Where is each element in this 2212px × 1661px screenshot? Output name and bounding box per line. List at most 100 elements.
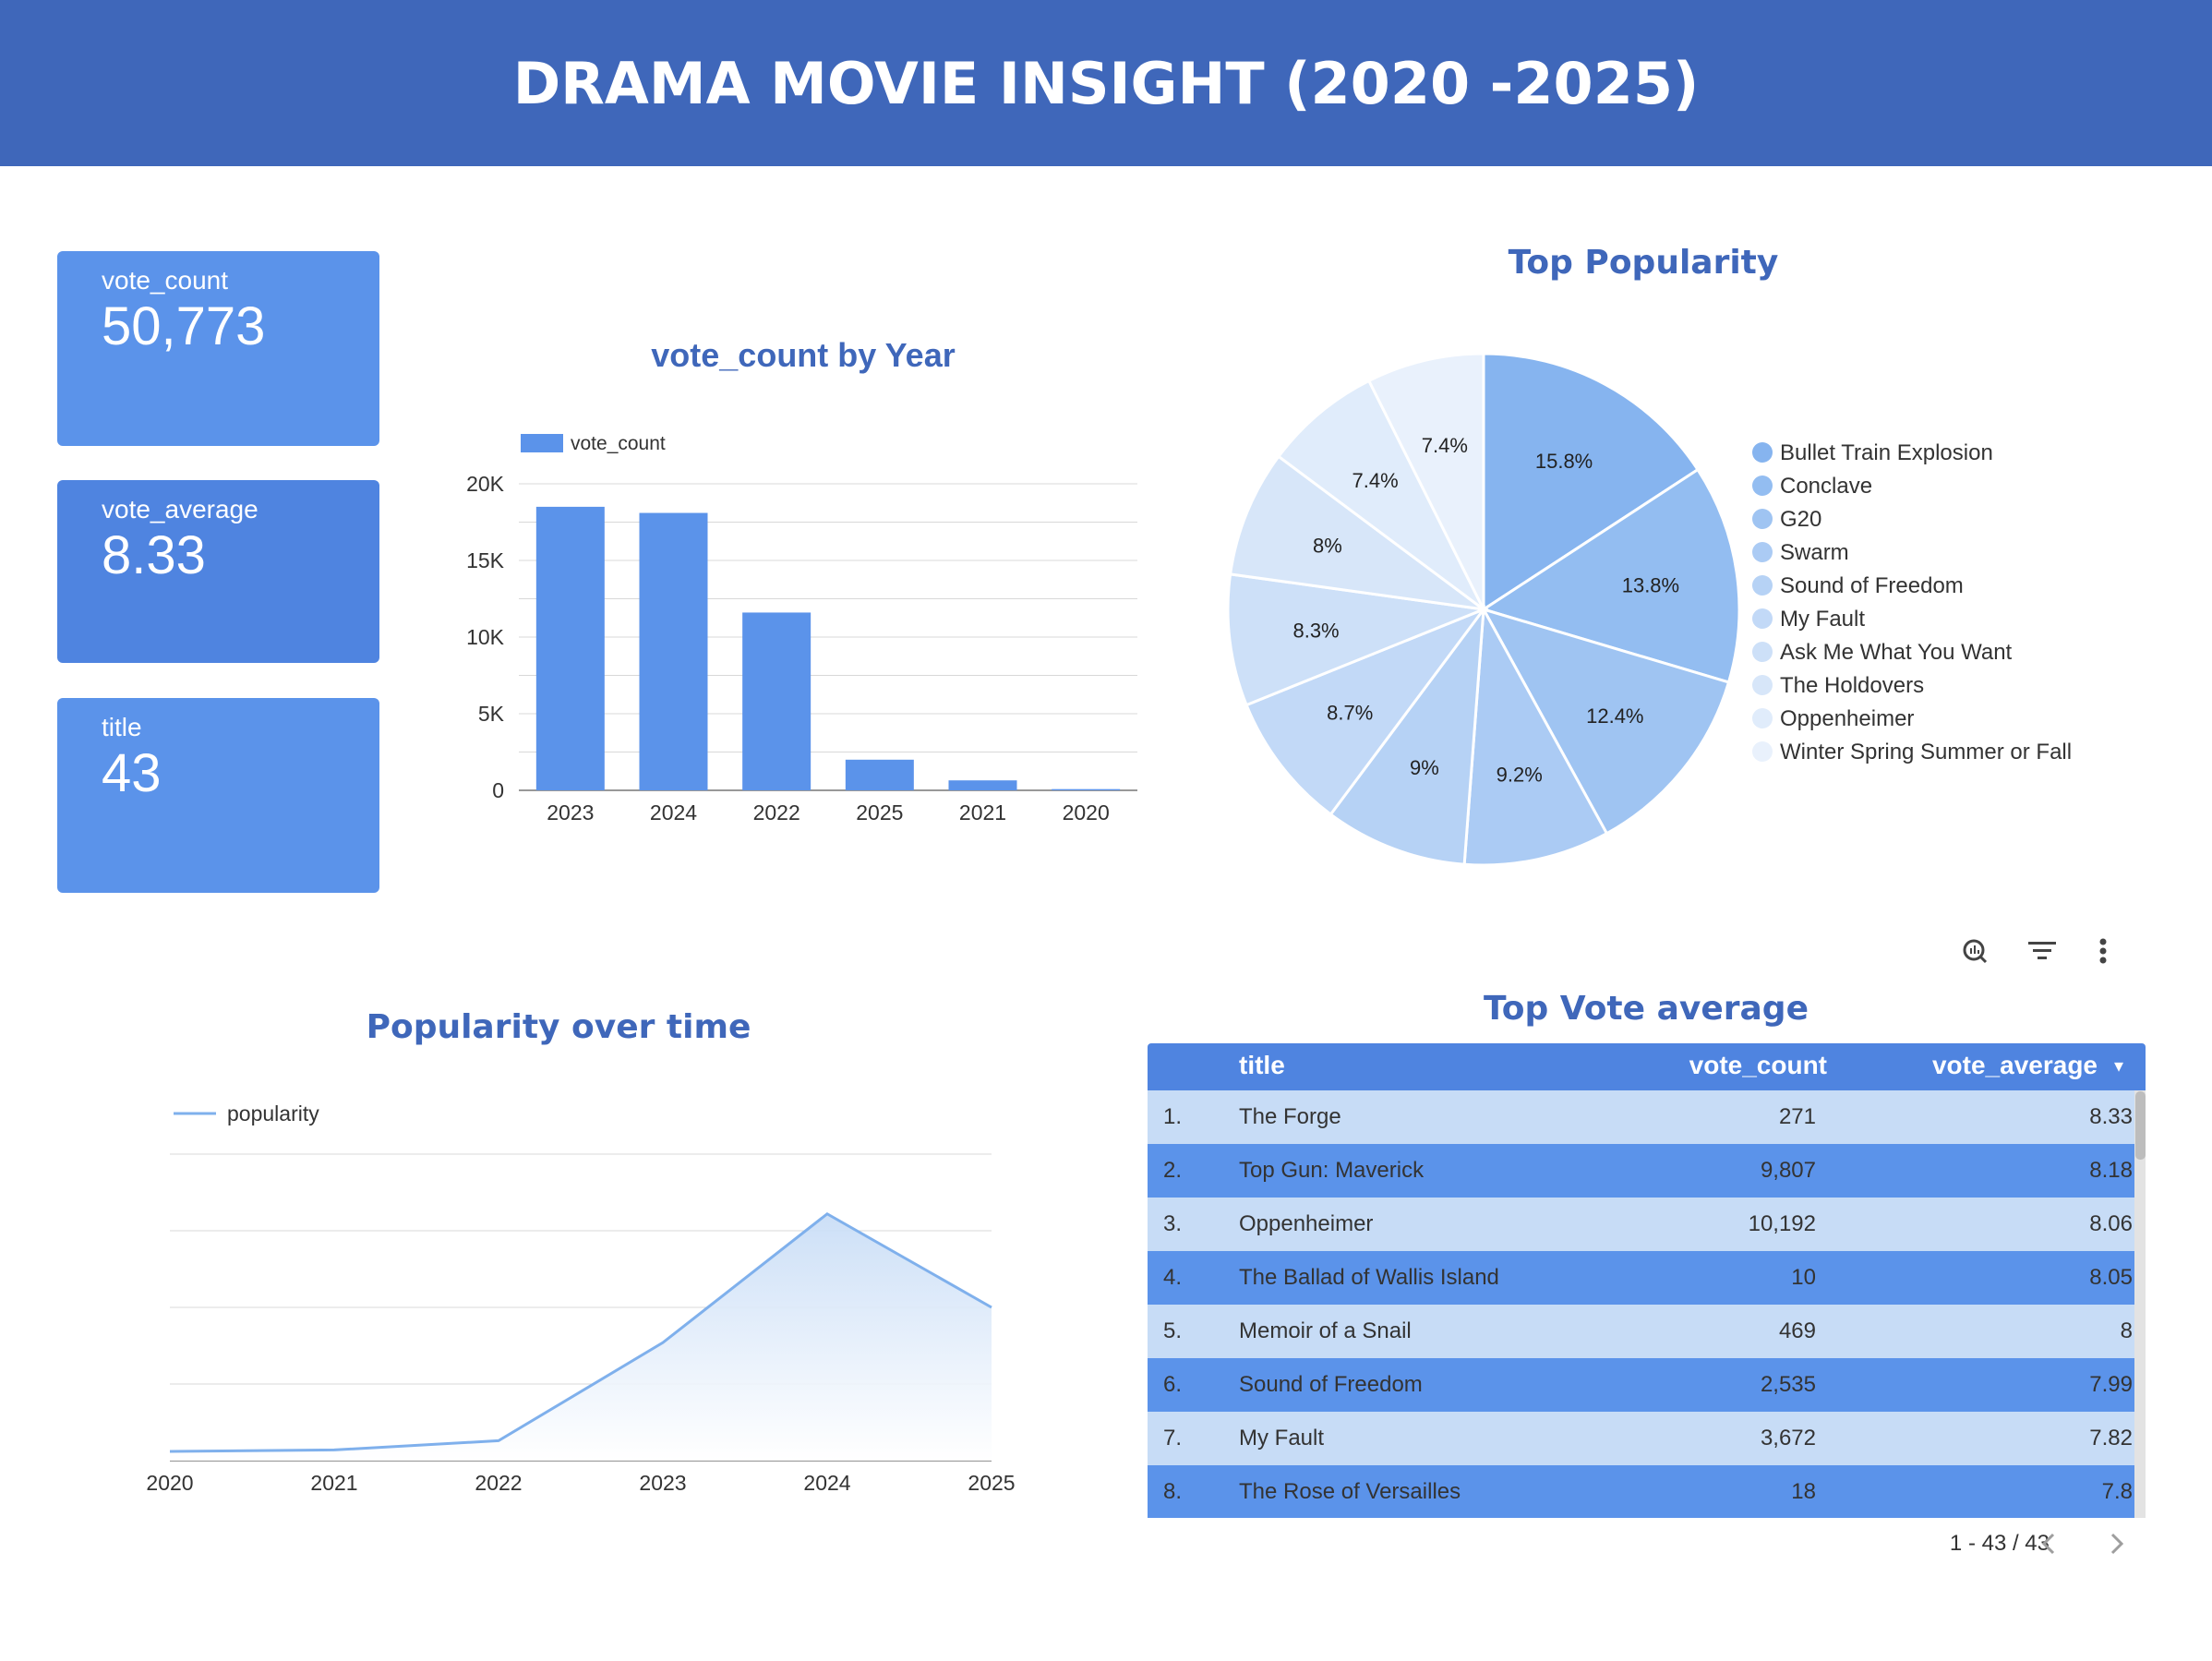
chevron-left-icon[interactable] <box>2031 1525 2068 1562</box>
bar[interactable] <box>742 612 811 790</box>
bar[interactable] <box>639 512 708 790</box>
bar[interactable] <box>1052 788 1121 790</box>
pie-slice[interactable] <box>1226 572 1489 707</box>
explore-icon[interactable] <box>1957 933 1994 969</box>
column-header-title[interactable]: title <box>1239 1051 1285 1079</box>
table-title: Top Vote average <box>1483 990 1809 1028</box>
series-line[interactable] <box>169 1211 992 1453</box>
table-row[interactable]: 3. Oppenheimer 10,192 8.06 <box>1148 1198 2134 1251</box>
cell-title: Sound of Freedom <box>1239 1372 1423 1397</box>
pie-slice[interactable] <box>1328 604 1485 866</box>
legend-label[interactable]: Ask Me What You Want <box>1780 640 2013 665</box>
legend-label[interactable]: Sound of Freedom <box>1780 573 1964 598</box>
cell-vote-average: 7.8 <box>2101 1479 2133 1504</box>
slice-label: 13.8% <box>1622 574 1679 597</box>
table-row[interactable]: 7. My Fault 3,672 7.82 <box>1148 1412 2134 1465</box>
legend-label[interactable]: Swarm <box>1780 540 1849 565</box>
legend-label[interactable]: Oppenheimer <box>1780 706 1914 731</box>
table-row[interactable]: 4. The Ballad of Wallis Island 10 8.05 <box>1148 1251 2134 1305</box>
filter-icon[interactable] <box>2024 933 2061 969</box>
vote-count-bar-chart[interactable]: vote_count 0 5K 10K 15K 20K 2023 2024 2022 2025 20… <box>434 415 1154 840</box>
legend-label[interactable]: Conclave <box>1780 474 1872 499</box>
row-rank: 7. <box>1163 1426 1183 1450</box>
x-tick-label: 2022 <box>753 800 800 824</box>
cell-title: The Forge <box>1239 1104 1341 1129</box>
more-vert-icon[interactable] <box>2085 933 2122 969</box>
pagination-label: 1 - 43 / 43 <box>1949 1531 2050 1556</box>
column-header-vote-count[interactable]: vote_count <box>1689 1051 1827 1079</box>
row-rank: 2. <box>1163 1158 1183 1183</box>
cell-title: Oppenheimer <box>1239 1211 1374 1236</box>
legend-label[interactable]: G20 <box>1780 507 1821 532</box>
legend-dot <box>1752 542 1773 562</box>
slice-label: 9.2% <box>1497 764 1543 787</box>
scrollbar-track[interactable] <box>2134 1090 2146 1518</box>
legend-dot <box>1752 708 1773 728</box>
slice-label: 7.4% <box>1422 434 1468 457</box>
bar[interactable] <box>948 780 1017 790</box>
kpi-card-vote-average[interactable]: vote_average 8.33 <box>57 480 379 663</box>
kpi-value: 50,773 <box>102 296 266 356</box>
sort-desc-icon[interactable]: ▾ <box>2113 1056 2123 1077</box>
cell-vote-count: 9,807 <box>1760 1158 1816 1183</box>
dashboard-header: DRAMA MOVIE INSIGHT (2020 -2025) <box>0 0 2212 166</box>
legend-dot <box>1752 575 1773 596</box>
table-row[interactable]: 5. Memoir of a Snail 469 8 <box>1148 1305 2134 1358</box>
x-tick-label: 2020 <box>1063 800 1110 824</box>
popularity-pie-chart[interactable]: 15.8% 13.8% 12.4% 9.2% 9% 8.7% 8.3% 8% 7.4% 7.4% B… <box>1219 342 2142 877</box>
bar[interactable] <box>535 506 605 790</box>
pie-slice[interactable] <box>1276 379 1485 611</box>
legend-dot <box>1752 608 1773 629</box>
cell-vote-count: 271 <box>1778 1104 1816 1129</box>
area-fill <box>170 1213 992 1461</box>
pie-slice[interactable] <box>1480 607 1731 836</box>
cell-vote-average: 8.18 <box>2089 1158 2133 1183</box>
x-tick-label: 2025 <box>968 1471 1015 1495</box>
cell-vote-average: 8.05 <box>2089 1265 2133 1290</box>
popularity-area-chart[interactable]: popularity 2020 2021 2022 2023 2024 2025 <box>129 1089 1034 1505</box>
pie-slice[interactable] <box>1228 454 1485 611</box>
legend-dot <box>1752 509 1773 529</box>
x-tick-label: 2021 <box>310 1471 357 1495</box>
row-rank: 4. <box>1163 1265 1183 1290</box>
kpi-card-vote-count[interactable]: vote_count 50,773 <box>57 251 379 446</box>
table-header: title vote_count vote_average ▾ <box>1148 1043 2146 1090</box>
pie-slice[interactable] <box>1462 604 1609 867</box>
cell-title: Top Gun: Maverick <box>1239 1158 1425 1183</box>
pie-slice[interactable] <box>1480 467 1741 684</box>
y-tick-label: 15K <box>466 548 505 572</box>
legend-dot <box>1752 675 1773 695</box>
area-chart-title: Popularity over time <box>366 1008 751 1046</box>
y-tick-label: 10K <box>466 625 505 649</box>
table-row[interactable]: 8. The Rose of Versailles 18 7.8 <box>1148 1465 2134 1518</box>
pie-slice[interactable] <box>1482 352 1701 612</box>
bar[interactable] <box>845 759 914 790</box>
slice-label: 8.7% <box>1327 702 1373 725</box>
dashboard-title: DRAMA MOVIE INSIGHT (2020 -2025) <box>512 49 1700 117</box>
kpi-label: vote_count <box>102 266 228 295</box>
slice-label: 8.3% <box>1292 619 1339 642</box>
pie-slice[interactable] <box>1244 606 1488 817</box>
scrollbar-thumb[interactable] <box>2135 1091 2146 1160</box>
kpi-card-title-count[interactable]: title 43 <box>57 698 379 893</box>
cell-vote-average: 8 <box>2120 1318 2133 1343</box>
slice-label: 15.8% <box>1535 450 1593 473</box>
legend-label[interactable]: My Fault <box>1780 607 1865 632</box>
x-tick-label: 2022 <box>475 1471 522 1495</box>
legend-label[interactable]: Bullet Train Explosion <box>1780 440 1993 465</box>
chevron-right-icon[interactable] <box>2098 1525 2134 1562</box>
table-row[interactable]: 6. Sound of Freedom 2,535 7.99 <box>1148 1358 2134 1412</box>
legend-label: vote_count <box>571 433 666 454</box>
legend-label[interactable]: Winter Spring Summer or Fall <box>1780 740 2072 764</box>
legend-dot <box>1752 442 1773 463</box>
x-tick-label: 2020 <box>146 1471 193 1495</box>
table-row[interactable]: 2. Top Gun: Maverick 9,807 8.18 <box>1148 1144 2134 1198</box>
table-row[interactable]: 1. The Forge 271 8.33 <box>1148 1090 2134 1144</box>
cell-vote-count: 10,192 <box>1748 1211 1816 1236</box>
cell-title: The Rose of Versailles <box>1239 1479 1461 1504</box>
legend-label[interactable]: The Holdovers <box>1780 673 1924 698</box>
column-header-vote-average[interactable]: vote_average <box>1931 1051 2098 1079</box>
row-rank: 1. <box>1163 1104 1183 1129</box>
pie-slice[interactable] <box>1366 352 1485 610</box>
y-tick-label: 0 <box>492 778 504 802</box>
